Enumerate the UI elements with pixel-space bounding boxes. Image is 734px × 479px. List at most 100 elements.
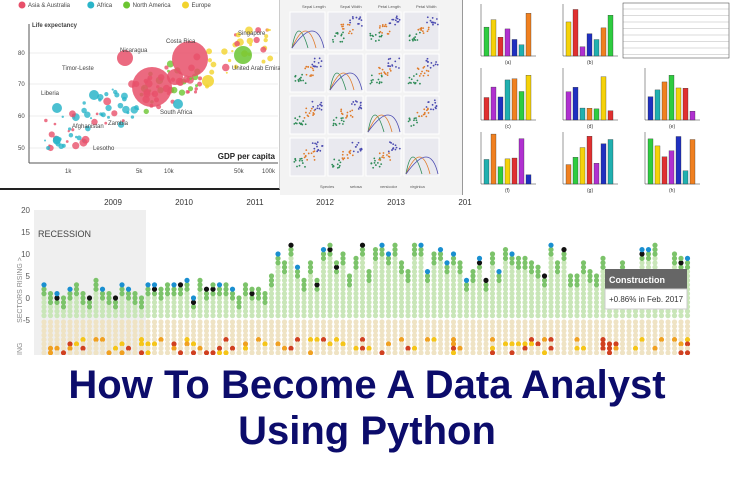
sector-dot [138,308,145,314]
sector-dot [528,308,535,314]
sector-dot [535,313,541,319]
sector-dot [502,291,509,297]
sector-dot [567,337,574,343]
scatter-point [392,147,395,149]
sector-dot [619,328,626,334]
scatter-point [432,21,435,24]
sector-dot [366,323,372,329]
sector-dot [418,299,424,305]
scatter-point [359,16,362,19]
sector-dot [613,332,619,338]
sector-dot [275,299,281,305]
pair-panel [403,95,440,135]
sector-dot [431,323,437,329]
sector-dot [203,313,210,319]
data-bubble [117,50,133,66]
sector-dot [177,337,184,343]
scatter-point [349,19,351,22]
sector-dot [268,291,275,297]
sector-dot [593,299,600,305]
sector-dot [476,337,483,343]
sector-dot [314,345,320,351]
scatter-point [436,23,439,26]
sector-dot [476,255,483,261]
sector-dot [54,291,60,297]
scatter-point [358,17,361,20]
sector-dot [470,299,476,305]
sector-dot [522,304,528,310]
data-bubble [189,77,193,80]
x-tick-label: 10k [164,169,175,175]
sector-dot [424,319,431,325]
sector-dot [366,341,372,347]
sector-dot [463,332,470,338]
scatter-point [427,107,429,110]
sector-dot [314,286,320,292]
sector-dot [489,308,496,314]
sector-dot [639,260,645,266]
sector-dot [366,282,372,288]
scatter-point [345,116,347,119]
sector-dot [151,350,158,356]
sector-dot [606,308,613,314]
tooltip-value: +0.86% in Feb. 2017 [609,295,684,304]
sector-dot [450,269,457,275]
sector-dot [561,277,567,283]
sector-dot [535,277,541,283]
sector-dot [80,350,86,356]
sector-dot [314,332,320,338]
sector-dot [99,319,106,325]
sector-dot [470,291,476,297]
sector-dot [177,304,184,310]
sector-dot [288,242,294,248]
sector-dot [184,345,190,351]
sector-dot [333,282,340,288]
sector-dot [164,295,171,301]
sector-dot [652,308,658,314]
sector-dot [580,286,587,292]
sector-dot [132,323,138,329]
sector-dot [496,295,502,301]
sector-dot [106,313,112,319]
sector-dot [522,308,528,314]
sector-dot [346,323,353,329]
scatter-point [426,16,429,19]
sector-dot [502,273,509,279]
sector-dot [405,345,411,351]
sector-dot [554,350,561,356]
scatter-point [297,79,300,81]
sector-dot [327,308,333,314]
tooltip: Construction +0.86% in Feb. 2017 [604,269,688,310]
sector-dot [177,332,184,338]
sector-dot [652,319,658,325]
sector-dot [249,286,255,292]
pair-plot: Sepal Length Sepal Width Petal Length Petal… [280,0,462,195]
hist-bar [497,96,504,121]
sector-dot [242,304,249,310]
sector-dot [262,345,268,351]
data-bubble [167,69,183,85]
sector-dot [522,337,528,343]
sector-dot [327,264,333,270]
sector-dot [47,313,54,319]
sector-dot [483,337,489,343]
hist-bar [565,21,572,57]
scatter-point [435,105,438,108]
sector-dot [671,350,678,356]
pair-plot-svg: Sepal Length Sepal Width Petal Length Petal… [289,4,440,189]
sector-dot [392,345,398,351]
sector-dot [418,273,424,279]
hist-bar [600,27,607,57]
sector-dot [255,286,262,292]
sector-dot [600,269,606,275]
scatter-point [349,114,352,117]
sector-dot [119,332,125,338]
scatter-point [425,69,428,72]
scatter-point [332,122,335,125]
sector-dot [99,308,106,314]
sector-dot [333,269,340,275]
sector-dot [515,319,522,325]
sector-dot [489,282,496,288]
scatter-point [335,32,338,35]
sector-dot [574,332,580,338]
